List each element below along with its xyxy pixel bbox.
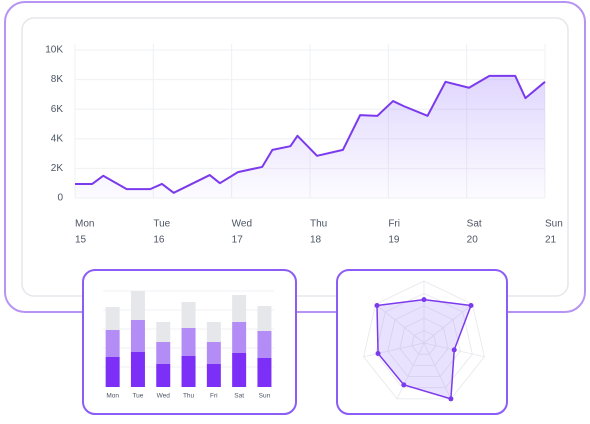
y-tick-label: 8K bbox=[51, 74, 64, 85]
radar-point bbox=[375, 350, 381, 356]
x-tick-date: 16 bbox=[153, 235, 165, 246]
bar-segment bbox=[130, 291, 145, 320]
radar-point bbox=[421, 297, 427, 303]
bar-segment bbox=[181, 328, 196, 356]
y-tick-label: 10K bbox=[45, 45, 63, 56]
bar-segment bbox=[206, 322, 221, 342]
radar-spoke bbox=[423, 342, 452, 400]
x-tick-label: Fri bbox=[388, 219, 400, 230]
radar-point bbox=[448, 396, 454, 402]
bar-segment bbox=[232, 353, 247, 387]
x-tick-label: Sun bbox=[259, 393, 271, 400]
bar-segment bbox=[105, 357, 120, 387]
x-tick-label: Tue bbox=[132, 393, 143, 400]
y-tick-label: 6K bbox=[51, 104, 64, 115]
bar-segment bbox=[257, 306, 272, 331]
radar-ring bbox=[387, 305, 461, 377]
radar-spoke bbox=[363, 342, 425, 358]
radar-chart bbox=[363, 280, 485, 402]
radar-area bbox=[376, 298, 473, 400]
line-chart: 0 2K 4K 6K 8K 10K Mon 15 Tue 16 Wed 17 Thu 18 Fri 19 Sat… bbox=[45, 44, 563, 246]
x-tick-label: Tue bbox=[153, 219, 170, 230]
radar-ring bbox=[363, 280, 485, 400]
line-area bbox=[75, 75, 545, 198]
bar-segment bbox=[257, 358, 272, 387]
radar-ring bbox=[399, 317, 449, 366]
bar-segment bbox=[232, 295, 247, 322]
radar-spoke bbox=[423, 304, 473, 344]
bar-segment bbox=[156, 322, 171, 342]
x-tick-label: Thu bbox=[183, 393, 195, 400]
x-tick-date: 18 bbox=[310, 235, 322, 246]
y-tick-label: 2K bbox=[51, 163, 64, 174]
radar-point bbox=[451, 347, 457, 353]
line bbox=[75, 74, 546, 194]
x-tick-label: Sun bbox=[545, 219, 563, 230]
x-tick-date: 20 bbox=[467, 235, 479, 246]
y-tick-label: 0 bbox=[57, 193, 63, 204]
bar-segment bbox=[156, 364, 171, 387]
x-tick-label: Fri bbox=[210, 393, 218, 400]
bar-chart: Mon Tue Wed Thu Fri Sat Sun bbox=[103, 290, 274, 400]
radar-card bbox=[336, 269, 508, 415]
bar-segment bbox=[156, 342, 171, 364]
bar-segment bbox=[130, 320, 145, 352]
x-tick-date: 19 bbox=[388, 235, 400, 246]
bar-segment bbox=[105, 307, 120, 330]
radar-point bbox=[401, 382, 407, 388]
bar-segment bbox=[105, 330, 120, 357]
radar-point bbox=[468, 303, 474, 309]
x-tick-label: Wed bbox=[232, 219, 252, 230]
radar-spoke bbox=[375, 304, 425, 344]
x-tick-date: 21 bbox=[545, 235, 557, 246]
bar-segment bbox=[181, 302, 196, 328]
bar-segment bbox=[232, 322, 247, 353]
radar-ring bbox=[411, 330, 437, 355]
x-tick-label: Sat bbox=[467, 219, 482, 230]
x-tick-label: Sat bbox=[234, 393, 244, 400]
x-tick-label: Mon bbox=[106, 393, 119, 400]
x-tick-label: Thu bbox=[310, 219, 327, 230]
bar-segment bbox=[257, 331, 272, 358]
x-tick-date: 17 bbox=[232, 235, 244, 246]
x-tick-date: 15 bbox=[75, 235, 87, 246]
bar-segment bbox=[130, 352, 145, 387]
bar-segment bbox=[206, 364, 221, 387]
radar-point bbox=[374, 303, 380, 309]
x-tick-label: Mon bbox=[75, 219, 94, 230]
radar-ring bbox=[375, 292, 473, 389]
bar-segment bbox=[181, 356, 196, 387]
bar-segment bbox=[206, 342, 221, 364]
radar-spoke bbox=[396, 342, 425, 400]
x-tick-label: Wed bbox=[157, 393, 171, 400]
y-tick-label: 4K bbox=[51, 133, 64, 144]
